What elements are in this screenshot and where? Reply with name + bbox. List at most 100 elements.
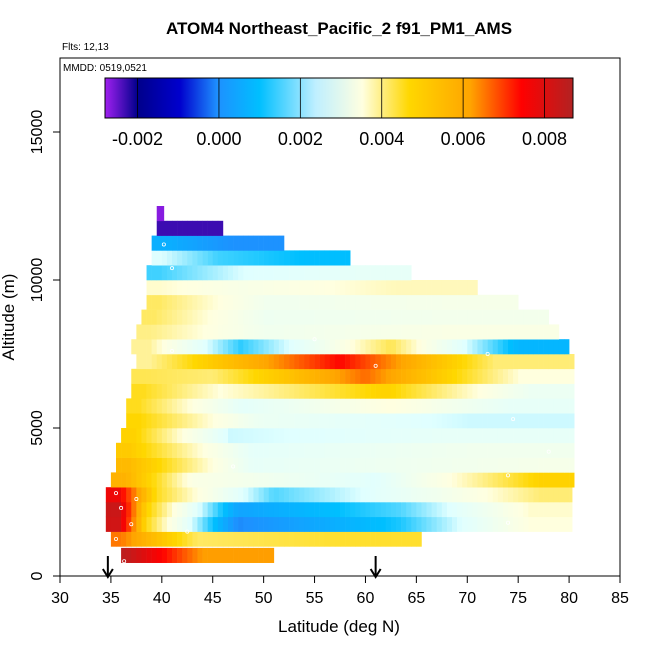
heatmap-cell xyxy=(426,487,432,503)
heatmap-cell xyxy=(340,502,346,518)
heatmap-cell xyxy=(258,547,264,563)
heatmap-cell xyxy=(217,250,224,266)
colorbar-tick-label: 0.004 xyxy=(359,129,404,149)
heatmap-cell xyxy=(467,354,473,370)
heatmap-cell xyxy=(156,398,163,414)
heatmap-cell xyxy=(365,309,371,325)
heatmap-cell xyxy=(182,413,188,429)
heatmap-cell xyxy=(436,383,443,399)
heatmap-cell xyxy=(233,265,239,281)
heatmap-cell xyxy=(385,339,392,355)
sample-point xyxy=(122,559,127,564)
heatmap-cell xyxy=(558,516,565,532)
heatmap-cell xyxy=(482,516,488,532)
heatmap-cell xyxy=(406,413,412,429)
heatmap-cell xyxy=(462,339,468,355)
heatmap-cell xyxy=(156,428,163,444)
heatmap-cell xyxy=(558,398,565,414)
heatmap-cell xyxy=(233,531,239,547)
heatmap-cell xyxy=(564,398,570,414)
heatmap-cell xyxy=(243,294,249,310)
heatmap-cell xyxy=(304,250,310,266)
heatmap-cell xyxy=(299,472,305,488)
heatmap-cell xyxy=(345,428,351,444)
heatmap-cell xyxy=(523,413,529,429)
heatmap-cell xyxy=(263,502,270,518)
heatmap-cell xyxy=(329,354,336,370)
heatmap-cell xyxy=(304,442,310,458)
heatmap-cell xyxy=(329,383,336,399)
heatmap-cell xyxy=(482,309,488,325)
heatmap-cell xyxy=(197,398,203,414)
heatmap-cell xyxy=(370,339,376,355)
heatmap-cell xyxy=(131,383,137,399)
heatmap-cell xyxy=(350,398,356,414)
heatmap-cell xyxy=(207,531,214,547)
heatmap-cell xyxy=(502,428,509,444)
heatmap-cell xyxy=(396,383,402,399)
heatmap-cell xyxy=(243,442,249,458)
heatmap-cell xyxy=(289,487,295,503)
heatmap-cell xyxy=(161,339,168,355)
heatmap-cell xyxy=(172,413,178,429)
heatmap-cell xyxy=(518,339,524,355)
heatmap-cell xyxy=(411,280,417,296)
heatmap-cell xyxy=(340,250,346,266)
heatmap-cell xyxy=(380,516,387,532)
heatmap-cell xyxy=(370,324,376,340)
heatmap-cell xyxy=(324,280,331,296)
heatmap-cell xyxy=(248,294,254,310)
heatmap-cell xyxy=(396,324,402,340)
heatmap-cell xyxy=(457,354,463,370)
heatmap-cell xyxy=(146,487,152,503)
heatmap-cell xyxy=(370,516,376,532)
heatmap-cell xyxy=(228,368,234,384)
heatmap-cell xyxy=(436,413,443,429)
heatmap-cell xyxy=(172,547,178,563)
heatmap-cell xyxy=(309,324,315,340)
heatmap-cell xyxy=(436,339,443,355)
heatmap-cell xyxy=(182,472,188,488)
heatmap-cell xyxy=(543,383,550,399)
heatmap-cell xyxy=(238,280,244,296)
heatmap-cell xyxy=(477,413,483,429)
heatmap-cell xyxy=(187,398,193,414)
heatmap-cell xyxy=(370,428,376,444)
heatmap-cell xyxy=(146,472,152,488)
heatmap-cell xyxy=(314,265,320,281)
heatmap-cell xyxy=(228,472,234,488)
heatmap-cell xyxy=(182,368,188,384)
heatmap-cell xyxy=(166,547,173,563)
heatmap-cell xyxy=(385,309,392,325)
heatmap-cell xyxy=(319,413,326,429)
heatmap-cell xyxy=(222,516,229,532)
heatmap-cell xyxy=(436,280,443,296)
heatmap-cell xyxy=(329,368,336,384)
heatmap-cell xyxy=(452,324,458,340)
heatmap-cell xyxy=(202,516,208,532)
heatmap-cell xyxy=(197,442,203,458)
heatmap-cell xyxy=(497,398,504,414)
heatmap-cell xyxy=(411,324,417,340)
heatmap-cell xyxy=(202,487,208,503)
heatmap-cell xyxy=(243,235,249,251)
heatmap-cell xyxy=(166,531,173,547)
heatmap-cell xyxy=(518,516,524,532)
heatmap-cell xyxy=(436,354,443,370)
heatmap-cell xyxy=(172,280,178,296)
heatmap-cell xyxy=(136,457,142,473)
heatmap-cell xyxy=(406,368,412,384)
heatmap-cell xyxy=(141,502,147,518)
heatmap-cell xyxy=(197,547,203,563)
heatmap-cell xyxy=(146,502,152,518)
heatmap-cell xyxy=(263,516,270,532)
heatmap-cell xyxy=(431,309,438,325)
heatmap-cell xyxy=(319,280,326,296)
heatmap-cell xyxy=(121,472,127,488)
heatmap-cell xyxy=(289,368,295,384)
sample-point xyxy=(169,266,174,271)
heatmap-cell xyxy=(278,250,285,266)
heatmap-cell xyxy=(233,487,239,503)
heatmap-cell xyxy=(355,309,361,325)
heatmap-cell xyxy=(217,265,224,281)
